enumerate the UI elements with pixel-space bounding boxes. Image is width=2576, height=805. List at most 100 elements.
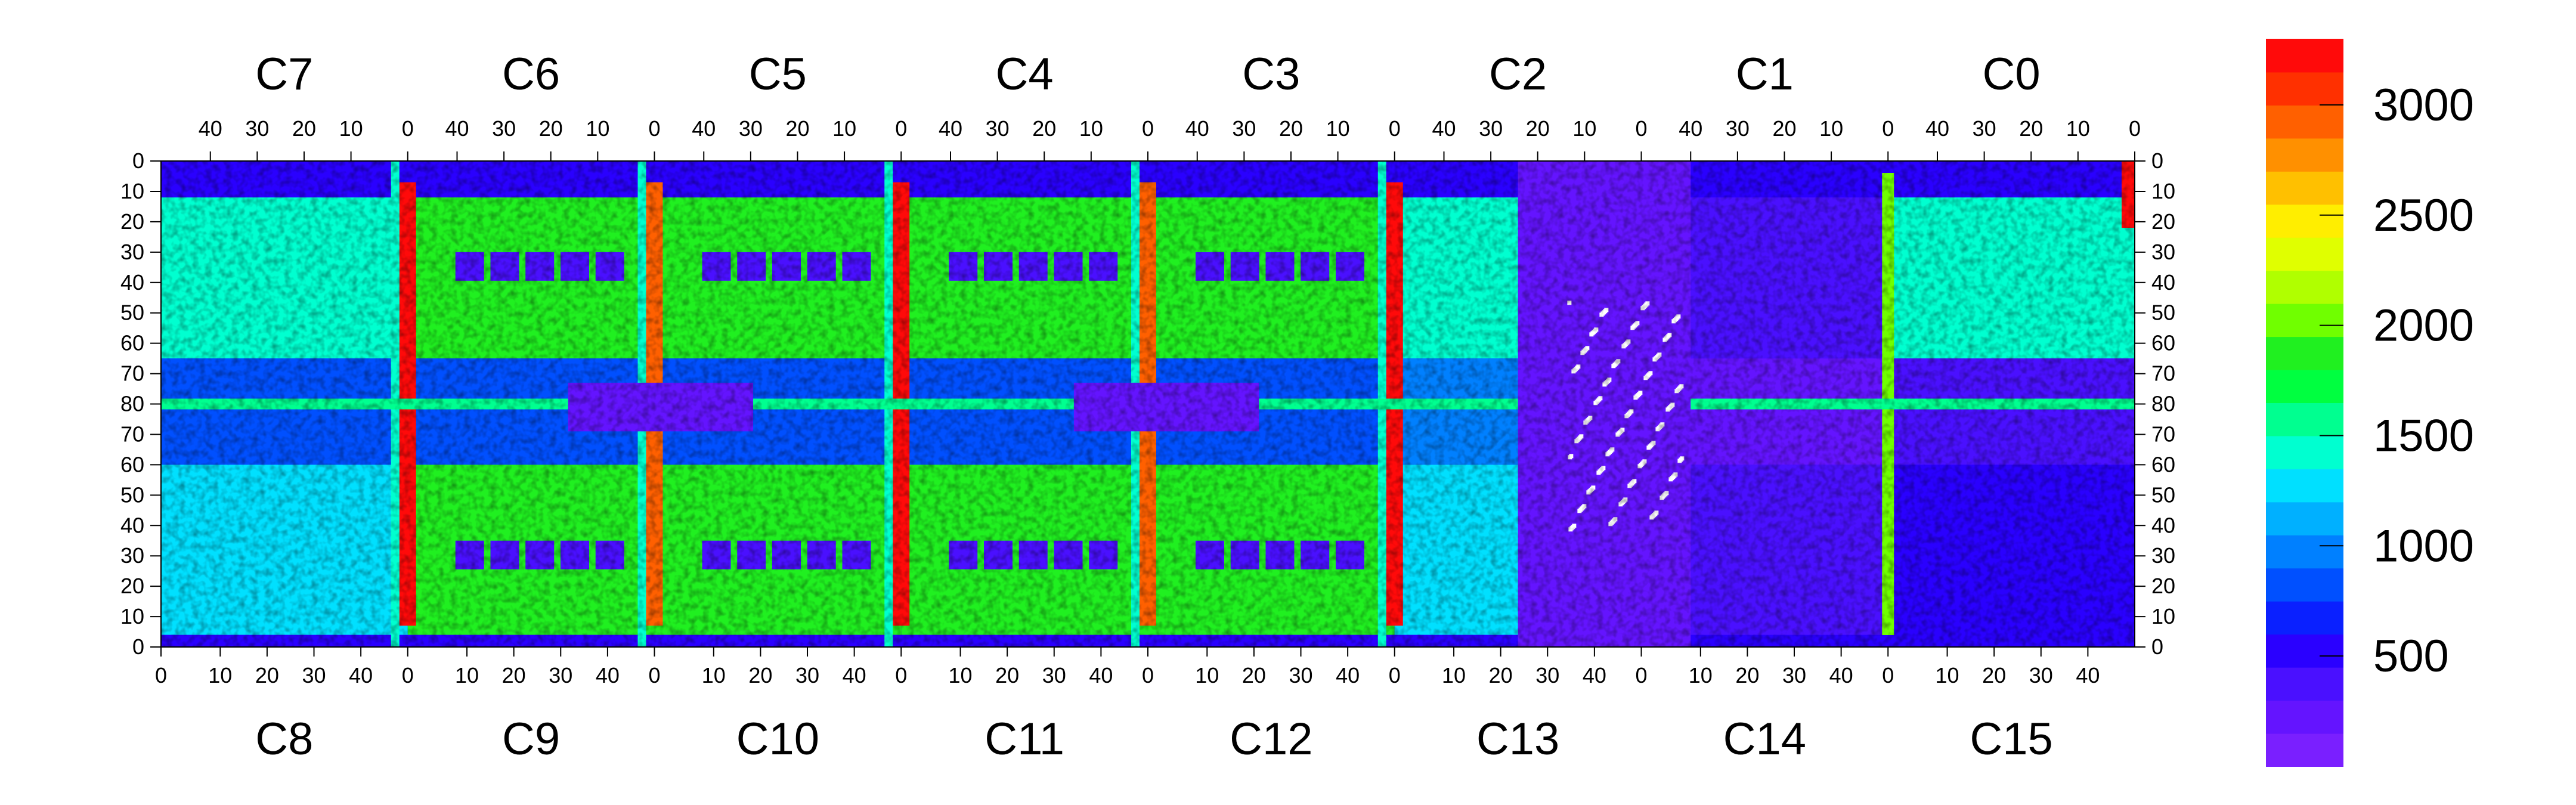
top-axis-tick-label: 30 bbox=[1232, 116, 1256, 141]
colorbar-swatch bbox=[2266, 104, 2343, 139]
top-axis-tick-label: 40 bbox=[692, 116, 716, 141]
top-axis-tick-label: 10 bbox=[2066, 116, 2090, 141]
top-cell-label: C2 bbox=[1489, 49, 1547, 100]
bottom-axis-tick-label: 40 bbox=[1829, 663, 1853, 688]
colorbar-swatch bbox=[2266, 237, 2343, 271]
top-axis-tick-label: 20 bbox=[1279, 116, 1303, 141]
top-axis-tick-label: 20 bbox=[1032, 116, 1056, 141]
heatmap-plot-area bbox=[161, 161, 2135, 647]
left-axis-tick-label: 20 bbox=[120, 574, 144, 598]
top-axis-tick-label: 30 bbox=[1479, 116, 1503, 141]
bottom-axis-tick-label: 20 bbox=[1489, 663, 1513, 688]
bottom-axis-tick-label: 10 bbox=[208, 663, 232, 688]
top-axis-tick-label: 20 bbox=[1526, 116, 1550, 141]
bottom-axis-tick-label: 40 bbox=[349, 663, 373, 688]
bottom-axis-tick-label: 20 bbox=[748, 663, 772, 688]
bottom-cell-label: C14 bbox=[1723, 714, 1806, 764]
colorbar-swatch bbox=[2266, 733, 2343, 767]
left-axis-tick-label: 70 bbox=[120, 361, 144, 386]
bottom-axis-tick-label: 20 bbox=[995, 663, 1019, 688]
top-cell-label: C1 bbox=[1736, 49, 1794, 100]
right-axis-tick-label: 70 bbox=[2151, 361, 2175, 386]
left-axis-tick-label: 40 bbox=[120, 270, 144, 295]
top-axis-tick-label: 0 bbox=[895, 116, 907, 141]
bottom-axis-tick-label: 10 bbox=[1442, 663, 1466, 688]
right-axis-tick-label: 50 bbox=[2151, 301, 2175, 325]
left-axis-tick-label: 70 bbox=[120, 422, 144, 446]
colorbar-swatch bbox=[2266, 468, 2343, 503]
bottom-axis-tick-label: 0 bbox=[648, 663, 660, 688]
top-axis-tick-label: 0 bbox=[402, 116, 414, 141]
left-axis-tick-label: 20 bbox=[120, 209, 144, 234]
bottom-cell-label: C8 bbox=[255, 714, 313, 764]
bottom-axis-tick-label: 40 bbox=[1089, 663, 1113, 688]
colorbar-swatch bbox=[2266, 204, 2343, 238]
heatmap-cell-labels: C7 C6 C5 C4 C3 C2 C1 C0 C8 C9 C10 C11 C12 C13 C14 C15 bbox=[255, 49, 2053, 764]
colorbar-swatch bbox=[2266, 501, 2343, 535]
colorbar-swatch bbox=[2266, 435, 2343, 469]
right-axis-tick-label: 30 bbox=[2151, 240, 2175, 264]
top-axis-tick-label: 30 bbox=[245, 116, 269, 141]
bottom-axis-tick-label: 20 bbox=[1242, 663, 1266, 688]
left-axis-tick-label: 60 bbox=[120, 452, 144, 476]
bottom-axis-tick-label: 10 bbox=[1936, 663, 1959, 688]
colorbar-swatch bbox=[2266, 138, 2343, 172]
top-cell-label: C6 bbox=[502, 49, 560, 100]
bottom-axis-tick-label: 40 bbox=[1583, 663, 1606, 688]
left-axis-tick-label: 40 bbox=[120, 513, 144, 537]
left-axis-tick-label: 80 bbox=[120, 392, 144, 416]
right-axis-tick-label: 20 bbox=[2151, 574, 2175, 598]
top-axis-tick-label: 10 bbox=[586, 116, 609, 141]
left-axis-tick-label: 50 bbox=[120, 482, 144, 507]
right-axis-tick-label: 30 bbox=[2151, 543, 2175, 568]
colorbar-swatch bbox=[2266, 534, 2343, 569]
colorbar-tick-label: 1500 bbox=[2373, 410, 2474, 461]
right-axis-tick-label: 50 bbox=[2151, 482, 2175, 507]
left-axis-tick-label: 10 bbox=[120, 604, 144, 628]
bottom-axis-tick-label: 0 bbox=[1882, 663, 1894, 688]
bottom-cell-label: C9 bbox=[502, 714, 560, 764]
bottom-cell-label: C11 bbox=[984, 714, 1064, 764]
top-axis-tick-label: 30 bbox=[1726, 116, 1750, 141]
top-cell-label: C0 bbox=[1983, 49, 2041, 100]
top-axis-tick-label: 0 bbox=[1882, 116, 1894, 141]
top-axis-tick-label: 0 bbox=[2129, 116, 2141, 141]
colorbar-tick-label: 2000 bbox=[2373, 301, 2474, 351]
left-axis-tick-label: 60 bbox=[120, 331, 144, 355]
top-axis-tick-label: 40 bbox=[1925, 116, 1949, 141]
bottom-axis-tick-label: 30 bbox=[549, 663, 572, 688]
left-axis-tick-label: 0 bbox=[132, 148, 144, 173]
bottom-axis-tick-label: 40 bbox=[1336, 663, 1360, 688]
bottom-axis-tick-label: 40 bbox=[596, 663, 620, 688]
colorbar-swatch bbox=[2266, 336, 2343, 370]
bottom-axis-tick-label: 30 bbox=[302, 663, 326, 688]
bottom-cell-label: C10 bbox=[736, 714, 819, 764]
top-axis-tick-label: 30 bbox=[1973, 116, 1996, 141]
top-axis-tick-label: 20 bbox=[2019, 116, 2043, 141]
right-axis-tick-label: 40 bbox=[2151, 270, 2175, 295]
colorbar-swatch bbox=[2266, 634, 2343, 668]
right-axis-tick-label: 40 bbox=[2151, 513, 2175, 537]
colorbar-swatch bbox=[2266, 171, 2343, 205]
bottom-axis-tick-label: 10 bbox=[455, 663, 479, 688]
right-axis-tick-label: 70 bbox=[2151, 422, 2175, 446]
top-axis-tick-label: 10 bbox=[1326, 116, 1350, 141]
top-axis-tick-label: 20 bbox=[292, 116, 316, 141]
top-axis-tick-label: 20 bbox=[1772, 116, 1796, 141]
bottom-axis-tick-label: 10 bbox=[1689, 663, 1713, 688]
bottom-axis-tick-label: 10 bbox=[702, 663, 726, 688]
top-cell-label: C4 bbox=[996, 49, 1054, 100]
right-axis-tick-label: 0 bbox=[2151, 148, 2163, 173]
top-axis-tick-label: 10 bbox=[1819, 116, 1843, 141]
colorbar-tick-label: 3000 bbox=[2373, 80, 2474, 131]
left-axis-tick-label: 30 bbox=[120, 543, 144, 568]
top-axis-tick-label: 40 bbox=[199, 116, 222, 141]
top-axis-tick-label: 10 bbox=[1079, 116, 1103, 141]
colorbar-tick-label: 2500 bbox=[2373, 190, 2474, 241]
top-axis-tick-label: 30 bbox=[739, 116, 763, 141]
top-axis-tick-label: 40 bbox=[1432, 116, 1456, 141]
colorbar-swatch bbox=[2266, 402, 2343, 436]
colorbar-swatch bbox=[2266, 369, 2343, 403]
right-axis-tick-label: 20 bbox=[2151, 209, 2175, 234]
